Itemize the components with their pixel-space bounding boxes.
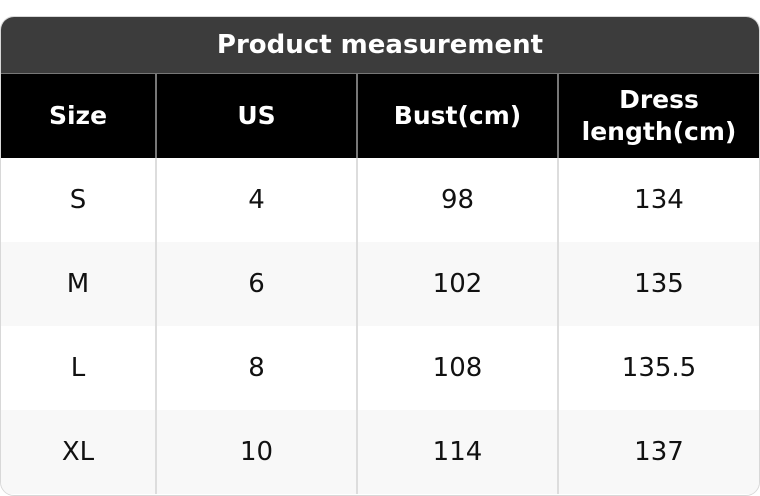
header-size: Size: [48, 101, 108, 130]
header-bust: Bust(cm): [356, 74, 557, 158]
cell-bust: 102: [356, 242, 557, 326]
cell-size: S: [69, 185, 87, 215]
cell-dress-length: 134: [557, 158, 759, 242]
cell-us: 10: [155, 410, 356, 494]
cell-us: 6: [155, 242, 356, 326]
cell-dress-length: 135: [557, 242, 759, 326]
table-title: Product measurement: [1, 17, 759, 74]
table-row: L 8 108 135.5: [1, 326, 759, 410]
cell-dress-length: 137: [557, 410, 759, 494]
table-row: XL 10 114 137: [1, 410, 759, 494]
cell-bust: 98: [356, 158, 557, 242]
header-us: US: [155, 74, 356, 158]
cell-size: M: [66, 269, 90, 299]
table-row: M 6 102 135: [1, 242, 759, 326]
cell-bust: 108: [356, 326, 557, 410]
cell-dress-length: 135.5: [557, 326, 759, 410]
cell-size: L: [70, 353, 86, 383]
cell-us: 8: [155, 326, 356, 410]
header-dress-length: Dress length(cm): [557, 74, 759, 158]
measurement-table: Product measurement Size US Bust(cm) Dre…: [0, 16, 760, 496]
header-row: Size US Bust(cm) Dress length(cm): [1, 74, 759, 158]
cell-us: 4: [155, 158, 356, 242]
cell-bust: 114: [356, 410, 557, 494]
table-row: S 4 98 134: [1, 158, 759, 242]
cell-size: XL: [61, 437, 95, 467]
